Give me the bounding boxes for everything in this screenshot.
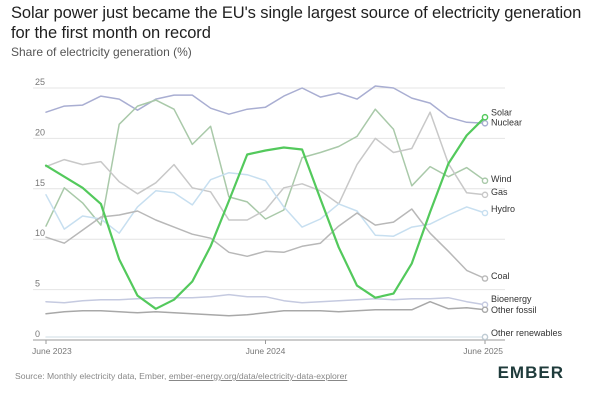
x-tick-label-2: June 2025 [463,346,503,356]
series-line-other-fossil [45,300,486,317]
source-prefix: Source: Monthly electricity data, Ember, [15,371,169,381]
y-tick-label-0: 0 [35,329,40,339]
series-end-point-nuclear [481,119,489,127]
series-line-coal [45,208,486,280]
y-tick-label-20: 20 [35,127,45,137]
series-label-wind: Wind [491,174,512,184]
series-end-point-gas [481,191,489,199]
y-tick-label-10: 10 [35,228,45,238]
series-line-wind [45,99,486,227]
series-label-hydro: Hydro [491,204,515,214]
chart-subtitle: Share of electricity generation (%) [11,45,192,59]
series-line-nuclear [45,85,486,125]
x-tick-label-1: June 2024 [246,346,286,356]
series-end-point-wind [481,177,489,185]
series-label-coal: Coal [491,271,510,281]
ember-logo: EMBER [497,363,564,382]
series-line-gas [45,111,486,221]
series-end-point-coal [481,275,489,282]
series-end-point-hydro [481,209,489,217]
y-tick-label-25: 25 [35,77,45,87]
chart-title: Solar power just became the EU's single … [11,4,582,42]
series-end-point-solar [481,113,489,121]
series-label-gas: Gas [491,187,508,197]
y-tick-label-5: 5 [35,279,40,289]
series-label-bioenergy: Bioenergy [491,294,532,304]
series-label-other-renewables: Other renewables [491,328,563,338]
series-label-nuclear: Nuclear [491,118,522,128]
series-line-solar [44,116,487,310]
x-tick-label-0: June 2023 [32,346,72,356]
series-label-solar: Solar [491,108,512,118]
source-link[interactable]: ember-energy.org/data/electricity-data-e… [168,371,348,381]
series-end-point-other-fossil [481,306,489,314]
series-line-bioenergy [45,293,486,306]
y-tick-label-15: 15 [35,178,45,188]
source-note: Source: Monthly electricity data, Ember,… [15,371,347,381]
series-line-hydro [45,171,486,237]
series-label-other-fossil: Other fossil [491,305,537,315]
series-end-point-other-renewables [481,333,489,341]
